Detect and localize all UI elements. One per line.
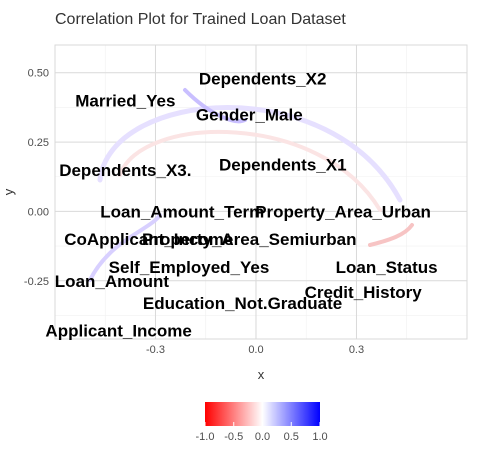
y-tick-label: 0.25 [28,137,49,149]
legend-ticks: -1.0 -0.5 0.0 0.5 1.0 [196,422,328,443]
x-tick-label: -0.3 [146,344,165,356]
color-legend: -1.0 -0.5 0.0 0.5 1.0 [196,402,328,443]
variable-label: Applicant_Income [45,322,191,341]
chart-title: Correlation Plot for Trained Loan Datase… [55,11,346,28]
variable-label: Loan_Amount [55,272,170,291]
legend-tick-label: -1.0 [196,431,215,443]
variable-label: Property_Area_Semiurban [142,230,356,249]
legend-tick-label: 0.5 [284,431,299,443]
variable-label: Married_Yes [75,91,175,110]
y-axis-ticks: 0.50 0.25 0.00 -0.25 [24,68,49,288]
variable-label: Loan_Amount_Term [100,202,264,221]
variable-label: Credit_History [305,283,423,302]
variable-label: CoApplicant_Income [64,230,233,249]
variable-label: Education_Not.Graduate [143,294,342,313]
x-axis-ticks: -0.3 0.0 0.3 [146,344,364,356]
variable-label: Gender_Male [196,105,303,124]
variable-label: Loan_Status [336,258,438,277]
y-tick-label: 0.50 [28,68,49,80]
y-axis-title: y [1,188,16,195]
y-tick-label: -0.25 [24,276,49,288]
x-tick-label: 0.3 [349,344,364,356]
variable-label: Dependents_X3. [59,161,191,180]
variable-label: Self_Employed_Yes [109,258,270,277]
x-tick-label: 0.0 [248,344,263,356]
legend-tick-label: -0.5 [224,431,243,443]
variable-label: Property_Area_Urban [255,202,431,221]
variable-label: Dependents_X2 [199,69,327,88]
panel-border [54,44,468,340]
variable-labels: Dependents_X2 Married_Yes Gender_Male Depen… [45,69,437,340]
variable-label: Dependents_X1 [219,155,347,174]
x-axis-title: x [258,367,265,382]
network-edges [88,88,414,282]
gridlines [54,44,468,340]
legend-tick-label: 1.0 [312,431,327,443]
plot-panel [55,45,467,339]
legend-tick-label: 0.0 [255,431,270,443]
y-tick-label: 0.00 [28,206,49,218]
